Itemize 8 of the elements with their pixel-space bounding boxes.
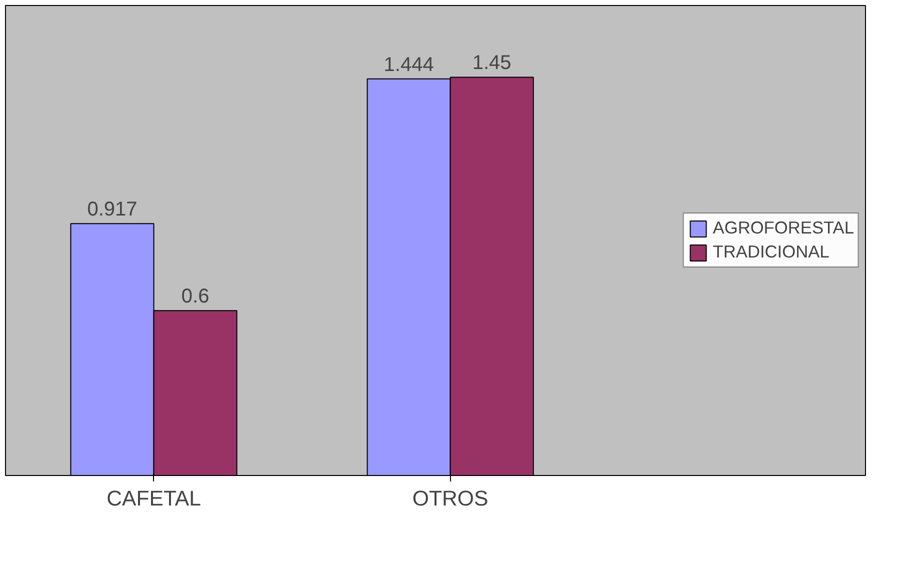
x-tick-label: CAFETAL — [106, 486, 202, 510]
data-label: 0.917 — [87, 198, 138, 221]
data-label: 1.45 — [472, 52, 512, 74]
legend-label: AGROFORESTAL — [712, 218, 854, 238]
x-tick-label: OTROS — [412, 486, 488, 510]
data-label: 0.6 — [181, 286, 210, 308]
legend-label: TRADICIONAL — [712, 242, 830, 262]
data-label: 1.444 — [384, 54, 434, 76]
